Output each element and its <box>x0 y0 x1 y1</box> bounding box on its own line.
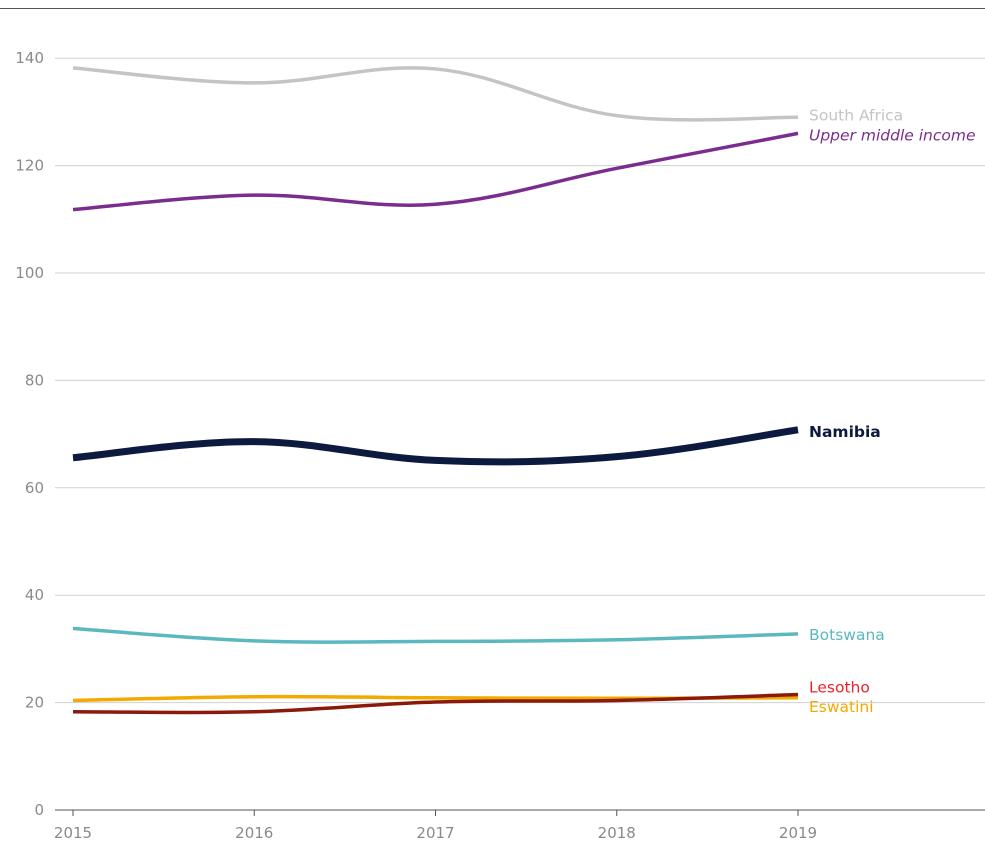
y-tick-label-100: 100 <box>15 264 44 282</box>
x-tick-label-2015: 2015 <box>54 824 92 842</box>
series-lines <box>72 66 799 715</box>
y-tick-label-20: 20 <box>25 694 44 712</box>
series-line-lesotho <box>72 692 799 715</box>
y-tick-label-120: 120 <box>15 157 44 175</box>
series-label-eswatini: Eswatini <box>809 698 874 716</box>
series-label-namibia: Namibia <box>809 423 881 441</box>
series-label-lesotho: Lesotho <box>809 679 870 697</box>
series-label-botswana: Botswana <box>809 626 885 644</box>
series-labels: South Africa Upper middle income Namibia Bo… <box>809 106 975 715</box>
x-tick-label-2017: 2017 <box>416 824 454 842</box>
gridlines <box>55 57 985 704</box>
y-tick-label-40: 40 <box>25 586 44 604</box>
series-label-upper-middle-income: Upper middle income <box>809 126 975 144</box>
x-tick-label-2018: 2018 <box>598 824 636 842</box>
series-line-south-africa <box>72 66 799 122</box>
x-tick-label-2016: 2016 <box>235 824 273 842</box>
series-line-upper-middle-income <box>72 131 799 212</box>
x-axis: 2015 2016 2017 2018 2019 <box>54 809 985 842</box>
x-tick-label-2019: 2019 <box>779 824 817 842</box>
y-tick-label-140: 140 <box>15 49 44 67</box>
series-line-botswana <box>72 626 799 644</box>
y-tick-label-0: 0 <box>34 801 44 819</box>
y-axis-tick-labels: 0 20 40 60 80 100 120 140 <box>15 49 44 819</box>
series-line-namibia <box>72 426 799 466</box>
y-tick-label-80: 80 <box>25 371 44 389</box>
y-tick-label-60: 60 <box>25 479 44 497</box>
series-label-south-africa: South Africa <box>809 106 903 124</box>
